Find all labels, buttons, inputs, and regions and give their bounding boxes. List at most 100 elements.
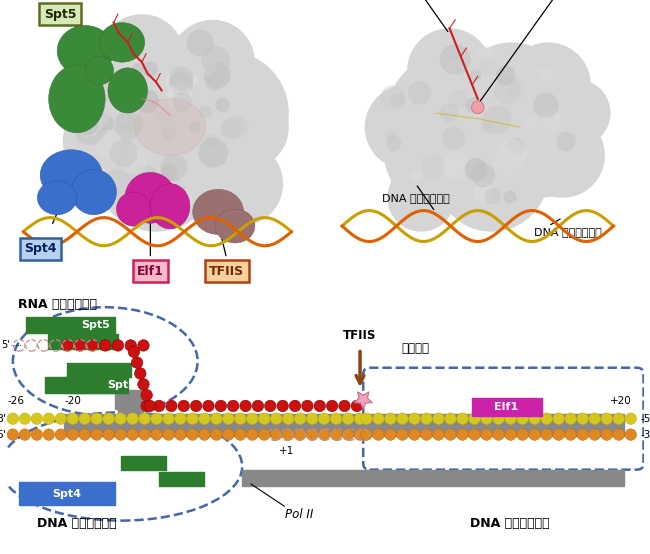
Circle shape — [318, 413, 330, 424]
Circle shape — [222, 429, 234, 440]
Circle shape — [387, 164, 455, 232]
Circle shape — [396, 429, 408, 440]
Circle shape — [433, 429, 444, 440]
Circle shape — [7, 429, 19, 440]
Circle shape — [565, 413, 577, 424]
Circle shape — [497, 139, 527, 169]
Circle shape — [128, 346, 140, 357]
Circle shape — [496, 65, 515, 85]
Circle shape — [444, 94, 465, 115]
Circle shape — [61, 340, 73, 351]
Circle shape — [91, 429, 103, 440]
Circle shape — [116, 111, 136, 131]
Circle shape — [351, 400, 363, 412]
Circle shape — [169, 66, 194, 91]
FancyBboxPatch shape — [159, 471, 204, 485]
Text: Pol II: Pol II — [285, 507, 314, 521]
Circle shape — [252, 400, 264, 412]
Circle shape — [481, 413, 492, 424]
Circle shape — [19, 413, 31, 424]
FancyBboxPatch shape — [115, 390, 144, 409]
Circle shape — [75, 109, 103, 137]
Polygon shape — [354, 392, 372, 409]
Circle shape — [201, 60, 217, 76]
Circle shape — [372, 429, 384, 440]
Circle shape — [493, 429, 504, 440]
Circle shape — [361, 429, 372, 440]
Circle shape — [93, 69, 110, 85]
Circle shape — [302, 400, 313, 412]
FancyBboxPatch shape — [45, 377, 127, 393]
Circle shape — [445, 59, 463, 77]
Circle shape — [115, 429, 126, 440]
Circle shape — [343, 429, 354, 440]
Circle shape — [153, 400, 164, 412]
Circle shape — [326, 400, 338, 412]
Circle shape — [343, 413, 354, 424]
Circle shape — [625, 413, 636, 424]
Circle shape — [114, 110, 127, 125]
Ellipse shape — [116, 192, 150, 226]
Circle shape — [188, 120, 201, 133]
Circle shape — [142, 61, 158, 78]
Circle shape — [409, 429, 420, 440]
Circle shape — [385, 130, 397, 142]
Circle shape — [409, 413, 420, 424]
Circle shape — [339, 400, 350, 412]
Circle shape — [164, 51, 289, 175]
Circle shape — [504, 191, 517, 204]
Circle shape — [396, 413, 408, 424]
Circle shape — [445, 429, 456, 440]
Circle shape — [520, 113, 605, 198]
Circle shape — [43, 413, 55, 424]
Circle shape — [354, 413, 366, 424]
Circle shape — [477, 47, 495, 65]
Circle shape — [128, 85, 152, 109]
Circle shape — [131, 165, 159, 193]
Circle shape — [91, 413, 103, 424]
Circle shape — [162, 429, 174, 440]
Text: DNA 導入トンネル: DNA 導入トンネル — [534, 227, 602, 237]
Circle shape — [480, 83, 491, 95]
Circle shape — [110, 139, 138, 167]
FancyBboxPatch shape — [25, 317, 115, 333]
Circle shape — [101, 77, 129, 105]
Ellipse shape — [85, 57, 114, 85]
Circle shape — [118, 59, 143, 84]
Circle shape — [83, 39, 240, 198]
Ellipse shape — [135, 99, 205, 156]
Circle shape — [235, 413, 246, 424]
Text: Spt5: Spt5 — [107, 380, 136, 390]
Circle shape — [124, 192, 136, 204]
Circle shape — [408, 81, 432, 105]
Circle shape — [127, 413, 138, 424]
Text: RNA 送出トンネル: RNA 送出トンネル — [18, 297, 97, 311]
Circle shape — [79, 429, 90, 440]
Circle shape — [198, 141, 283, 226]
Ellipse shape — [37, 181, 77, 215]
Circle shape — [529, 429, 540, 440]
Text: +1: +1 — [279, 445, 294, 455]
Circle shape — [439, 103, 458, 122]
Circle shape — [235, 429, 246, 440]
Circle shape — [513, 60, 540, 87]
Circle shape — [524, 117, 541, 134]
Circle shape — [161, 126, 176, 141]
Circle shape — [259, 413, 270, 424]
Circle shape — [577, 429, 588, 440]
Circle shape — [466, 97, 482, 114]
Circle shape — [565, 429, 577, 440]
Circle shape — [103, 429, 114, 440]
Circle shape — [517, 429, 528, 440]
Circle shape — [161, 177, 185, 201]
Circle shape — [445, 413, 456, 424]
Ellipse shape — [125, 172, 176, 223]
Circle shape — [589, 429, 601, 440]
Circle shape — [215, 98, 229, 112]
Circle shape — [203, 62, 230, 89]
Circle shape — [175, 429, 186, 440]
Circle shape — [141, 389, 152, 401]
Text: Elf1: Elf1 — [495, 402, 519, 412]
Circle shape — [479, 58, 501, 80]
Circle shape — [199, 413, 210, 424]
